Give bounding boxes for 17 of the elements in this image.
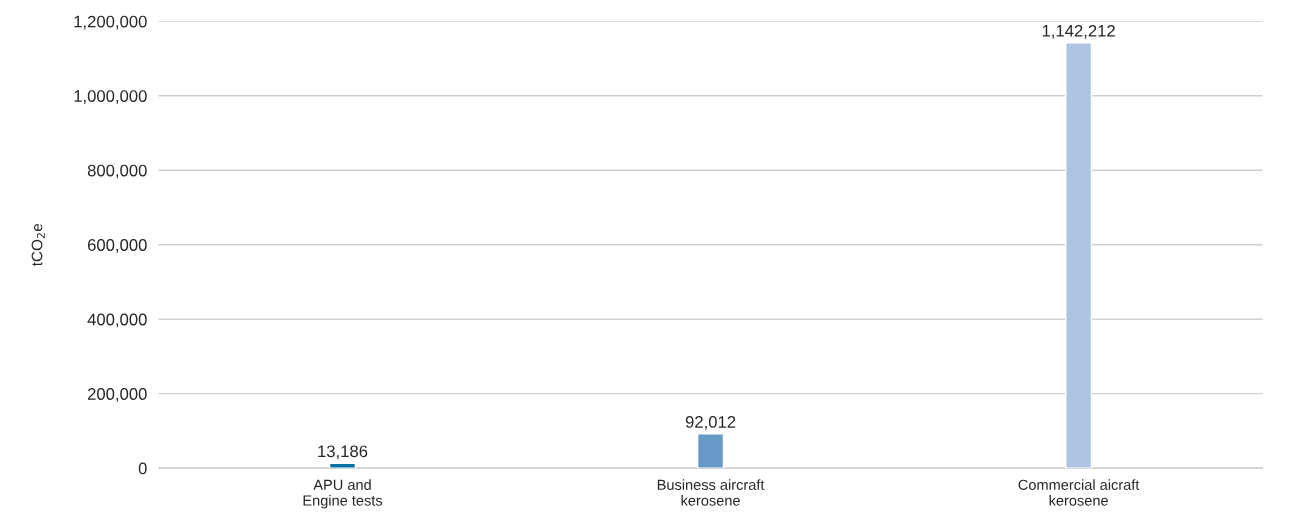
y-tick-label: 400,000 [87, 313, 147, 328]
bar [696, 433, 725, 469]
y-axis-title: tCO$_{2}$e [31, 223, 45, 267]
y-tick-label: 1,000,000 [74, 90, 147, 104]
y-tick-label: 800,000 [87, 164, 147, 179]
y-tick-label: 200,000 [87, 388, 147, 402]
data-label: 1,142,212 [1042, 24, 1115, 39]
x-tick-label: Business aircraft kerosene [657, 479, 765, 506]
y-tick-label: 600,000 [87, 239, 147, 253]
data-label: 13,186 [318, 445, 368, 460]
y-tick-label: 0 [138, 462, 147, 475]
x-tick-label: Commercial aicraft kerosene [1018, 479, 1140, 506]
bar [328, 462, 357, 469]
x-tick-label: APU and Engine tests [303, 479, 383, 509]
data-label: 92,012 [685, 416, 736, 430]
y-tick-label: 1,200,000 [74, 15, 147, 30]
bar [1065, 42, 1093, 469]
